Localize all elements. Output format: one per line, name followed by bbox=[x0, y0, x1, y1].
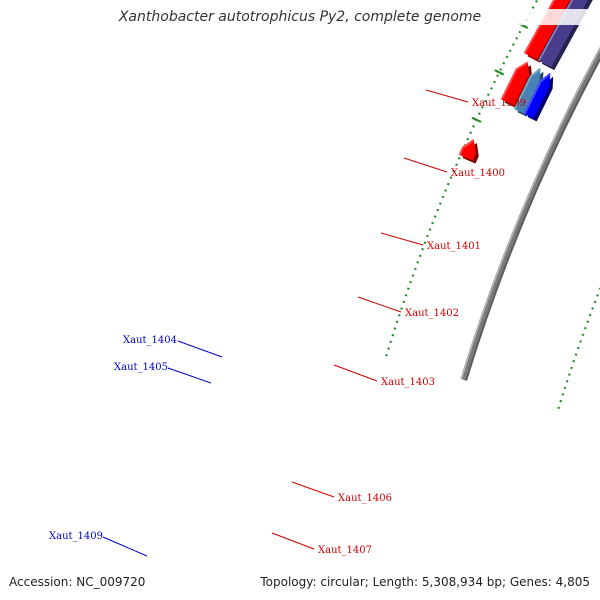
gene-label-xaut_1406[interactable]: Xaut_1406 bbox=[338, 493, 392, 504]
tick-mark-inner bbox=[471, 116, 482, 123]
tick-mark-inner bbox=[494, 69, 505, 76]
backbone-highlight bbox=[460, 47, 600, 380]
gene-label-xaut_1409[interactable]: Xaut_1409 bbox=[49, 531, 103, 542]
gene-leader-line bbox=[102, 536, 148, 557]
gene-leader-line bbox=[177, 340, 223, 358]
gene-label-xaut_1407[interactable]: Xaut_1407 bbox=[318, 545, 372, 556]
red-gene-1399[interactable] bbox=[500, 61, 533, 109]
red-gene-top[interactable] bbox=[458, 139, 479, 164]
gene-leader-line bbox=[291, 481, 335, 498]
label-layer: Xaut_1399 Xaut_1400 Xaut_1401 Xaut_1402 Xaut… bbox=[49, 89, 526, 557]
genome-title: Xanthobacter autotrophicus Py2, complete… bbox=[0, 9, 600, 25]
backbone-shadow bbox=[464, 55, 600, 381]
gene-label-xaut_1405[interactable]: Xaut_1405 bbox=[114, 362, 168, 373]
gene-label-xaut_1399[interactable]: Xaut_1399 bbox=[472, 98, 526, 109]
gene-leader-line bbox=[403, 157, 448, 173]
gene-label-xaut_1404[interactable]: Xaut_1404 bbox=[123, 335, 177, 346]
backbone-arc bbox=[460, 46, 600, 381]
gene-leader-line bbox=[380, 232, 424, 246]
gene-leader-line bbox=[333, 364, 378, 382]
gene-label-xaut_1400[interactable]: Xaut_1400 bbox=[451, 168, 505, 179]
gene-label-xaut_1403[interactable]: Xaut_1403 bbox=[381, 377, 435, 388]
ring-layer bbox=[385, 0, 600, 410]
gene-leader-line bbox=[167, 367, 212, 384]
gene-leader-line bbox=[425, 89, 469, 103]
gene-leader-line bbox=[271, 532, 315, 550]
gene-label-xaut_1401[interactable]: Xaut_1401 bbox=[427, 241, 481, 252]
gene-leader-line bbox=[357, 296, 402, 313]
blue-gene-1399[interactable] bbox=[523, 72, 554, 122]
gene-label-xaut_1402[interactable]: Xaut_1402 bbox=[405, 308, 459, 319]
topology-summary: Topology: circular; Length: 5,308,934 bp… bbox=[260, 575, 590, 589]
teal-gene-1399[interactable] bbox=[513, 67, 544, 117]
accession-text: Accession: NC_009720 bbox=[9, 575, 146, 589]
